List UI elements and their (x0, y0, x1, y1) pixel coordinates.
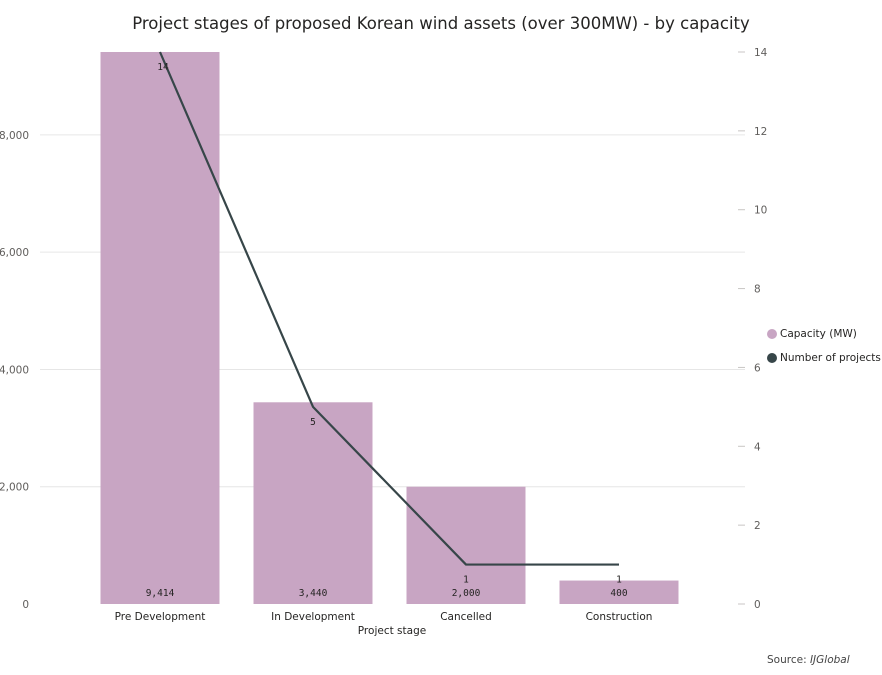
x-axis-title: Project stage (358, 625, 426, 637)
bar-value-label-2: 2,000 (452, 588, 481, 599)
bar-1[interactable] (253, 402, 373, 604)
x-tick-label-1: In Development (271, 611, 355, 623)
bar-value-label-0: 9,414 (146, 588, 175, 599)
legend-marker-projects (767, 353, 777, 363)
category-axis-labels: Pre Development In Development Cancelled Co… (115, 611, 653, 623)
y-tick-label-0: 0 (22, 599, 29, 611)
bar-value-label-1: 3,440 (299, 588, 328, 599)
bar-3[interactable] (559, 580, 679, 604)
line-value-label-1: 5 (310, 417, 316, 428)
y2-tick-label-14: 14 (754, 47, 768, 59)
line-path (158, 51, 619, 566)
bar-value-label-3: 400 (610, 588, 627, 599)
line-value-label-0: 14 (157, 62, 169, 73)
x-tick-label-2: Cancelled (440, 611, 492, 623)
y2-tick-label-8: 8 (754, 284, 761, 296)
chart-title: Project stages of proposed Korean wind a… (132, 14, 750, 33)
line-value-label-3: 1 (616, 575, 622, 586)
source-prefix: Source: (767, 654, 810, 666)
line-value-label-2: 1 (463, 575, 469, 586)
y2-tick-label-4: 4 (754, 441, 761, 453)
source-name: IJGlobal (809, 654, 850, 666)
bar-series (100, 52, 679, 604)
legend-marker-capacity (767, 329, 777, 339)
y-tick-label-2000: 2,000 (0, 482, 29, 494)
y2-tick-label-2: 2 (754, 520, 761, 532)
bar-2[interactable] (406, 486, 526, 604)
legend-label-capacity: Capacity (MW) (780, 328, 857, 340)
y2-tick-label-0: 0 (754, 599, 761, 611)
legend-item-capacity[interactable]: Capacity (MW) (767, 322, 881, 346)
line-series (158, 51, 619, 566)
legend: Capacity (MW) Number of projects (767, 322, 881, 370)
y-tick-label-8000: 8,000 (0, 130, 29, 142)
y-tick-label-6000: 6,000 (0, 247, 29, 259)
left-axis-ticks: 0 2,000 4,000 6,000 8,000 (0, 130, 29, 611)
bar-0[interactable] (100, 52, 220, 604)
y2-tick-label-12: 12 (754, 126, 767, 138)
y2-tick-label-6: 6 (754, 362, 761, 374)
x-tick-label-3: Construction (586, 611, 653, 623)
y-tick-label-4000: 4,000 (0, 364, 29, 376)
legend-label-projects: Number of projects (780, 352, 881, 364)
source-note: Source: IJGlobal (767, 654, 850, 666)
legend-item-projects[interactable]: Number of projects (767, 346, 881, 370)
y2-tick-label-10: 10 (754, 205, 767, 217)
data-labels: 9,414 3,440 2,000 400 14 5 1 1 (146, 62, 628, 599)
right-axis-ticks: 0 2 4 6 8 10 12 14 (738, 47, 768, 611)
x-tick-label-0: Pre Development (115, 611, 206, 623)
